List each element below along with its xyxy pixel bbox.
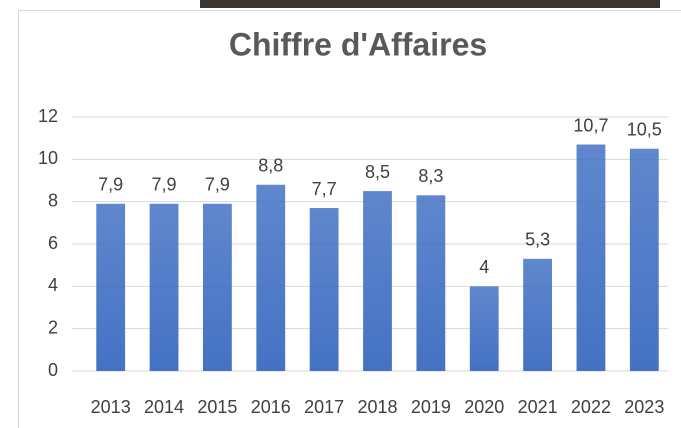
data-label: 10,7 — [573, 115, 608, 135]
data-label: 8,3 — [418, 166, 443, 186]
data-label: 7,9 — [205, 175, 230, 195]
x-tick-label: 2013 — [91, 397, 131, 417]
bar — [96, 204, 125, 371]
x-tick-label: 2014 — [144, 397, 184, 417]
x-tick-label: 2022 — [571, 397, 611, 417]
y-tick-label: 0 — [48, 360, 58, 380]
x-tick-label: 2018 — [357, 397, 397, 417]
data-label: 5,3 — [525, 230, 550, 250]
data-label: 8,5 — [365, 162, 390, 182]
x-tick-label: 2015 — [197, 397, 237, 417]
bar — [470, 286, 499, 371]
y-tick-label: 6 — [48, 233, 58, 253]
x-tick-label: 2016 — [251, 397, 291, 417]
bar — [363, 191, 392, 371]
y-tick-label: 2 — [48, 317, 58, 337]
x-tick-label: 2021 — [518, 397, 558, 417]
x-tick-label: 2019 — [411, 397, 451, 417]
bar — [310, 208, 339, 371]
bar — [523, 259, 552, 371]
data-label: 7,7 — [312, 179, 337, 199]
data-label: 4 — [479, 257, 489, 277]
bar — [630, 149, 659, 371]
bar — [256, 185, 285, 371]
data-label: 7,9 — [98, 175, 123, 195]
header-image — [200, 0, 660, 8]
y-tick-label: 10 — [38, 148, 58, 168]
x-tick-label: 2017 — [304, 397, 344, 417]
y-tick-label: 8 — [48, 190, 58, 210]
chart-title: Chiffre d'Affaires — [229, 26, 487, 62]
data-label: 8,8 — [258, 155, 283, 175]
bar — [150, 204, 179, 371]
data-label: 10,5 — [627, 120, 662, 140]
bar — [203, 204, 232, 371]
bar — [577, 145, 606, 371]
chart: Chiffre d'Affaires 0 2 4 6 8 10 12 2013 7,9 2014 7… — [0, 0, 681, 428]
bar — [416, 195, 445, 371]
x-tick-label: 2020 — [464, 397, 504, 417]
y-tick-label: 12 — [38, 106, 58, 126]
data-label: 7,9 — [152, 175, 177, 195]
x-tick-label: 2023 — [624, 397, 664, 417]
y-tick-label: 4 — [48, 275, 58, 295]
